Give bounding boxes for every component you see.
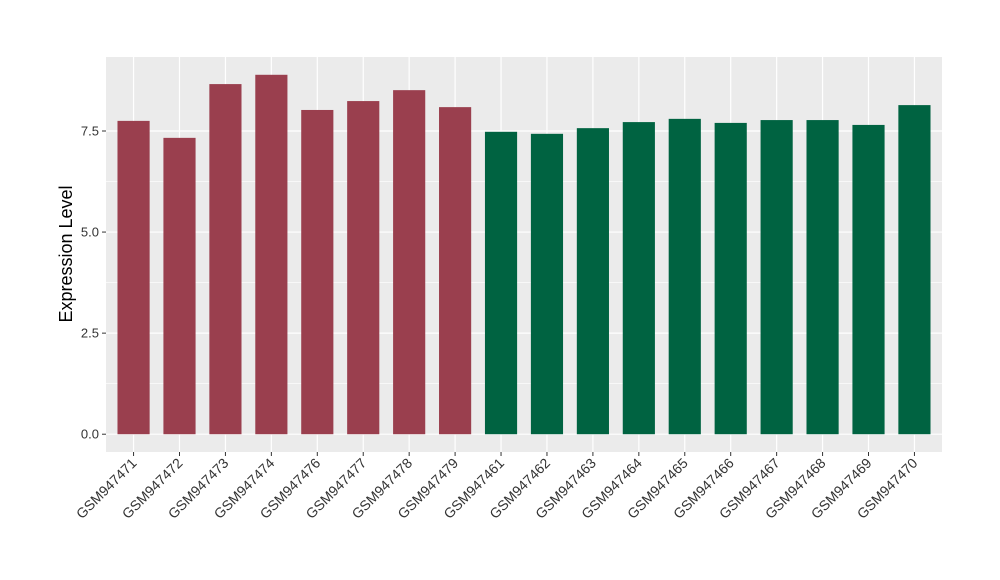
- bar: [622, 122, 655, 435]
- bar: [898, 105, 931, 435]
- bar: [714, 122, 747, 435]
- bar: [209, 84, 242, 435]
- y-tick-label: 5.0: [81, 225, 99, 240]
- bar: [530, 133, 564, 435]
- bar: [255, 74, 288, 435]
- bar: [347, 101, 380, 435]
- bar: [760, 120, 793, 435]
- bar: [163, 137, 196, 435]
- bar: [852, 124, 885, 435]
- bar: [393, 90, 426, 435]
- bar: [806, 120, 839, 435]
- bar: [117, 120, 150, 435]
- y-tick-label: 7.5: [81, 123, 99, 138]
- y-tick-label: 0.0: [81, 427, 99, 442]
- bar: [484, 131, 518, 435]
- bar: [576, 128, 609, 435]
- y-axis-title: Expression Level: [56, 185, 76, 322]
- bar: [439, 107, 472, 435]
- bar: [301, 109, 334, 435]
- bar: [668, 118, 701, 435]
- panel: [106, 57, 942, 452]
- y-tick-label: 2.5: [81, 326, 99, 341]
